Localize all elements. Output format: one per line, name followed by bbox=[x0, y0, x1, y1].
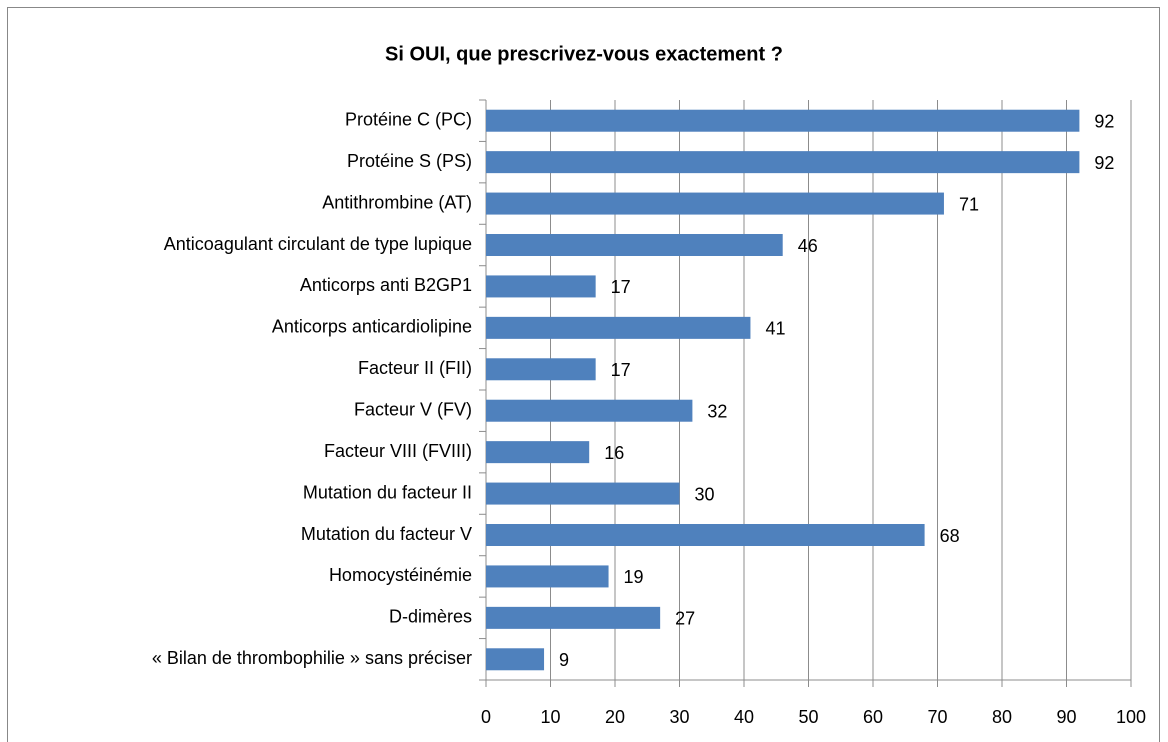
bar bbox=[486, 275, 596, 298]
x-tick-label: 90 bbox=[1056, 707, 1076, 727]
y-tick-label: Facteur VIII (FVIII) bbox=[324, 441, 472, 461]
bar bbox=[486, 482, 680, 505]
x-tick-label: 100 bbox=[1116, 707, 1146, 727]
y-tick-label: Mutation du facteur II bbox=[303, 482, 472, 502]
data-label: 46 bbox=[798, 236, 818, 256]
y-tick-label: Facteur V (FV) bbox=[354, 399, 472, 419]
y-tick-label: Anticoagulant circulant de type lupique bbox=[164, 234, 472, 254]
x-tick-label: 70 bbox=[927, 707, 947, 727]
y-tick-label: Anticorps anticardiolipine bbox=[272, 317, 472, 337]
bar bbox=[486, 109, 1080, 132]
y-tick-label: Antithrombine (AT) bbox=[322, 192, 472, 212]
bar bbox=[486, 524, 925, 546]
chart-title: Si OUI, que prescrivez-vous exactement ? bbox=[385, 43, 783, 65]
bar bbox=[486, 358, 596, 381]
bar bbox=[486, 399, 693, 422]
x-tick-label: 0 bbox=[481, 707, 491, 727]
y-tick-label: Anticorps anti B2GP1 bbox=[300, 275, 472, 295]
bar bbox=[486, 316, 751, 339]
data-label: 32 bbox=[707, 401, 727, 421]
data-label: 71 bbox=[959, 194, 979, 214]
x-tick-label: 30 bbox=[669, 707, 689, 727]
y-tick-label: D-dimères bbox=[389, 607, 472, 627]
x-tick-label: 60 bbox=[863, 707, 883, 727]
x-tick-label: 50 bbox=[798, 707, 818, 727]
bar bbox=[486, 606, 661, 629]
y-tick-label: Facteur II (FII) bbox=[358, 358, 472, 378]
y-tick-label: Protéine S (PS) bbox=[347, 151, 472, 171]
y-tick-label: Homocystéinémie bbox=[329, 565, 472, 585]
x-tick-label: 20 bbox=[605, 707, 625, 727]
data-label: 16 bbox=[604, 443, 624, 463]
y-tick-label: Mutation du facteur V bbox=[301, 524, 472, 544]
x-tick-label: 80 bbox=[992, 707, 1012, 727]
bar bbox=[486, 192, 944, 215]
y-tick-label: « Bilan de thrombophilie » sans préciser bbox=[152, 648, 472, 668]
bar bbox=[486, 648, 545, 671]
y-tick-label: Protéine C (PC) bbox=[345, 109, 472, 129]
data-label: 92 bbox=[1094, 153, 1114, 173]
x-tick-label: 40 bbox=[734, 707, 754, 727]
data-label: 68 bbox=[940, 526, 960, 546]
data-label: 17 bbox=[611, 277, 631, 297]
bar bbox=[486, 151, 1080, 174]
data-label: 19 bbox=[624, 567, 644, 587]
data-label: 30 bbox=[695, 484, 715, 504]
data-label: 9 bbox=[559, 650, 569, 670]
data-label: 17 bbox=[611, 360, 631, 380]
data-label: 92 bbox=[1094, 111, 1114, 131]
x-tick-label: 10 bbox=[540, 707, 560, 727]
bar bbox=[486, 565, 609, 588]
data-label: 41 bbox=[765, 319, 785, 339]
data-label: 27 bbox=[675, 609, 695, 629]
bar bbox=[486, 234, 783, 256]
bar bbox=[486, 441, 590, 464]
